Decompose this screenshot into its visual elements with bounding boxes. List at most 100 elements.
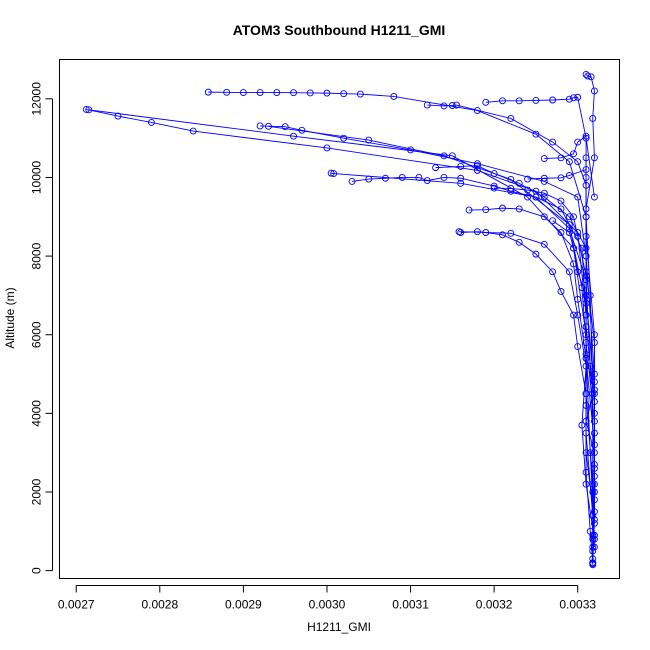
data-point	[582, 362, 590, 370]
series-line	[494, 187, 595, 492]
data-point	[565, 95, 573, 103]
data-point	[507, 175, 515, 183]
data-point	[348, 177, 356, 185]
data-point	[432, 164, 440, 172]
y-tick-label: 4000	[30, 400, 44, 427]
data-point	[398, 173, 406, 181]
series-line	[552, 220, 595, 563]
data-point	[448, 102, 456, 109]
x-axis: 0.0027 0.0028 0.0029 0.0030 0.0031 0.0032 0.00…	[58, 585, 596, 612]
data-point	[582, 132, 590, 140]
data-point	[265, 122, 272, 130]
data-point	[532, 193, 540, 201]
data-point	[273, 89, 281, 96]
data-point	[557, 205, 565, 213]
data-point	[490, 182, 498, 190]
series-profile-9	[482, 93, 598, 201]
x-tick-label: 0.0033	[559, 598, 596, 612]
data-point	[578, 421, 586, 429]
data-point	[327, 169, 335, 177]
series-line	[268, 125, 595, 563]
data-point	[570, 94, 577, 102]
data-point	[570, 311, 577, 319]
data-point	[540, 193, 548, 201]
data-point	[365, 175, 373, 183]
data-point	[524, 186, 532, 194]
data-point	[582, 291, 590, 299]
data-point	[440, 102, 448, 110]
data-point	[549, 268, 557, 276]
data-point	[340, 134, 348, 142]
series-profile-17	[582, 70, 598, 543]
data-point	[440, 173, 448, 181]
data-point	[499, 231, 506, 239]
series-line	[469, 207, 595, 536]
data-point	[587, 73, 595, 81]
data-point	[557, 229, 565, 236]
data-point	[473, 162, 481, 170]
data-point	[490, 170, 498, 177]
data-point	[540, 213, 548, 221]
data-point	[582, 205, 590, 213]
series-profile-4	[256, 122, 598, 539]
data-point	[290, 132, 297, 140]
data-point	[356, 90, 364, 98]
data-point	[557, 174, 565, 182]
data-point	[590, 508, 598, 516]
y-tick-label: 8000	[30, 242, 44, 269]
data-point	[589, 559, 597, 567]
data-point	[589, 115, 597, 122]
data-point	[407, 146, 414, 154]
data-point	[574, 158, 582, 166]
data-point	[515, 238, 523, 246]
data-point	[540, 240, 548, 248]
data-point	[582, 390, 590, 398]
data-point	[549, 96, 557, 104]
series-line	[485, 96, 595, 198]
data-point	[565, 268, 573, 276]
data-point	[507, 185, 515, 192]
data-point	[582, 417, 590, 425]
series-line	[88, 109, 594, 559]
data-point	[565, 213, 573, 221]
data-point	[574, 343, 582, 350]
data-point	[323, 89, 331, 97]
x-tick-label: 0.0031	[392, 598, 429, 612]
data-point	[256, 122, 264, 130]
data-point	[473, 228, 481, 236]
y-tick-label: 2000	[30, 478, 44, 505]
data-point	[574, 193, 582, 201]
series-line	[427, 104, 595, 375]
data-point	[499, 204, 506, 212]
data-point	[457, 179, 465, 187]
data-point	[589, 543, 597, 551]
series-line	[86, 108, 594, 564]
series-profile-18	[549, 217, 598, 567]
data-point	[507, 229, 515, 237]
data-point	[590, 87, 598, 95]
data-point	[570, 150, 577, 158]
series-profile-11	[465, 204, 598, 539]
series-profile-12	[457, 228, 598, 569]
data-point	[582, 480, 590, 488]
data-point	[590, 480, 598, 488]
data-point	[507, 115, 515, 122]
data-point	[574, 93, 582, 101]
x-tick-label: 0.0030	[309, 598, 346, 612]
data-point	[578, 244, 586, 252]
data-point	[549, 217, 557, 225]
data-point	[590, 339, 598, 347]
data-point	[590, 409, 598, 417]
data-point	[457, 174, 465, 182]
data-point	[532, 96, 540, 104]
data-point	[330, 170, 338, 177]
data-point	[570, 213, 577, 221]
data-point	[557, 154, 565, 162]
data-point	[323, 144, 331, 152]
series-profile-10	[432, 162, 598, 555]
series-line	[460, 231, 595, 565]
data-point	[540, 189, 548, 197]
series-line	[208, 91, 595, 548]
data-point	[574, 232, 582, 240]
